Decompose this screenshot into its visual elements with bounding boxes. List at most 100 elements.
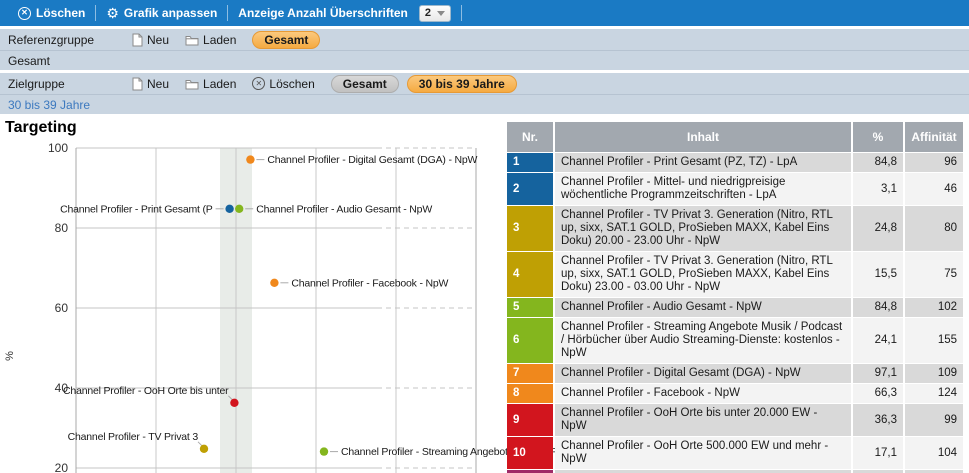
headings-count-group: Anzeige Anzahl Überschriften 2 xyxy=(228,0,461,26)
target-group-badge-gesamt[interactable]: Gesamt xyxy=(331,75,399,93)
chart-point-label: Channel Profiler - TV Privat 3 xyxy=(68,431,199,443)
table-row[interactable]: 8Channel Profiler - Facebook - NpW66,312… xyxy=(507,384,963,403)
row-inhalt: Channel Profiler - Facebook - NpW xyxy=(555,384,851,403)
chart-data-point[interactable] xyxy=(235,205,243,213)
adjust-chart-label: Grafik anpassen xyxy=(124,6,217,20)
table-row[interactable]: 1Channel Profiler - Print Gesamt (PZ, TZ… xyxy=(507,153,963,172)
row-percent: 66,3 xyxy=(853,384,903,403)
delete-chart-label: Löschen xyxy=(36,6,85,20)
chart-point-label: Channel Profiler - Audio Gesamt - NpW xyxy=(256,203,432,215)
load-label: Laden xyxy=(203,77,236,91)
column-header-affinitaet: Affinität xyxy=(905,122,963,152)
chart-point-label: Channel Profiler - Print Gesamt (P xyxy=(60,203,213,215)
gear-icon xyxy=(106,6,119,20)
delete-label: Löschen xyxy=(269,77,314,91)
row-inhalt: Channel Profiler - Audio Gesamt - NpW xyxy=(555,298,851,317)
row-affinity: 102 xyxy=(905,298,963,317)
table-row[interactable]: 5Channel Profiler - Audio Gesamt - NpW84… xyxy=(507,298,963,317)
table-row[interactable]: 3Channel Profiler - TV Privat 3. Generat… xyxy=(507,206,963,251)
row-percent: 17,1 xyxy=(853,437,903,469)
reference-group-new-button[interactable]: Neu xyxy=(132,33,169,47)
row-number-badge: 1 xyxy=(507,153,553,172)
y-axis-title: % xyxy=(4,351,16,361)
new-file-icon xyxy=(132,77,143,91)
chart-point-label: Channel Profiler - Facebook - NpW xyxy=(291,277,448,289)
table-row[interactable]: 10Channel Profiler - OoH Orte 500.000 EW… xyxy=(507,437,963,469)
reference-group-label: Referenzgruppe xyxy=(8,33,132,47)
row-percent: 84,8 xyxy=(853,153,903,172)
row-number-badge: 7 xyxy=(507,364,553,383)
reference-group-load-button[interactable]: Laden xyxy=(185,33,236,47)
row-inhalt: Channel Profiler - Digital Gesamt (DGA) … xyxy=(555,364,851,383)
row-affinity: 104 xyxy=(905,437,963,469)
column-header-inhalt: Inhalt xyxy=(555,122,851,152)
chart-toolbar: Löschen Grafik anpassen Anzeige Anzahl Ü… xyxy=(0,0,969,26)
row-percent: 24,8 xyxy=(853,206,903,251)
target-group-new-button[interactable]: Neu xyxy=(132,77,169,91)
circle-x-icon xyxy=(18,7,31,20)
delete-chart-button[interactable]: Löschen xyxy=(8,0,95,26)
headings-count-value: 2 xyxy=(425,7,431,19)
row-affinity: 109 xyxy=(905,364,963,383)
row-affinity: 96 xyxy=(905,153,963,172)
row-number-badge: 9 xyxy=(507,404,553,436)
target-group-panel: Zielgruppe Neu Laden Löschen Gesamt 30 b… xyxy=(0,73,969,114)
target-group-delete-button[interactable]: Löschen xyxy=(252,77,314,91)
result-table: Nr.Inhalt%Affinität 1Channel Profiler - … xyxy=(505,121,965,473)
row-affinity: 124 xyxy=(905,384,963,403)
row-number-badge: 4 xyxy=(507,252,553,297)
y-tick-label: 20 xyxy=(55,461,69,473)
circle-x-icon xyxy=(252,77,265,90)
row-affinity: 99 xyxy=(905,404,963,436)
new-file-icon xyxy=(132,33,143,47)
row-affinity: 80 xyxy=(905,206,963,251)
table-row[interactable]: 9Channel Profiler - OoH Orte bis unter 2… xyxy=(507,404,963,436)
row-number-badge: 10 xyxy=(507,437,553,469)
chart-data-point[interactable] xyxy=(270,279,278,287)
table-row[interactable]: 6Channel Profiler - Streaming Angebote M… xyxy=(507,318,963,363)
toolbar-separator xyxy=(461,5,462,21)
row-affinity: 46 xyxy=(905,173,963,205)
chart-data-point[interactable] xyxy=(200,445,208,453)
headings-count-dropdown[interactable]: 2 xyxy=(419,5,451,22)
chart-data-point[interactable] xyxy=(246,155,254,163)
row-percent: 97,1 xyxy=(853,364,903,383)
row-inhalt: Channel Profiler - Mittel- und niedrigpr… xyxy=(555,173,851,205)
row-percent: 84,8 xyxy=(853,298,903,317)
row-number-badge: 2 xyxy=(507,173,553,205)
row-percent: 3,1 xyxy=(853,173,903,205)
new-label: Neu xyxy=(147,77,169,91)
reference-group-current: Gesamt xyxy=(0,50,969,70)
row-inhalt: Channel Profiler - TV Privat 3. Generati… xyxy=(555,252,851,297)
reference-group-panel: Referenzgruppe Neu Laden Gesamt Gesamt xyxy=(0,29,969,70)
chart-point-label: Channel Profiler - OoH Orte bis unter xyxy=(63,385,229,397)
chart-data-point[interactable] xyxy=(230,399,238,407)
y-tick-label: 80 xyxy=(55,221,69,235)
load-label: Laden xyxy=(203,33,236,47)
target-group-badge-30-39[interactable]: 30 bis 39 Jahre xyxy=(407,75,517,93)
chart-data-point[interactable] xyxy=(225,205,233,213)
row-inhalt: Channel Profiler - Print Gesamt (PZ, TZ)… xyxy=(555,153,851,172)
y-tick-label: 60 xyxy=(55,301,69,315)
row-percent: 24,1 xyxy=(853,318,903,363)
row-affinity: 75 xyxy=(905,252,963,297)
y-tick-label: 100 xyxy=(48,141,68,155)
result-table-header: Nr.Inhalt%Affinität xyxy=(507,122,963,152)
reference-group-badge-gesamt[interactable]: Gesamt xyxy=(252,31,320,49)
row-number-badge: 6 xyxy=(507,318,553,363)
row-number-badge: 3 xyxy=(507,206,553,251)
headings-count-label: Anzeige Anzahl Überschriften xyxy=(238,6,408,20)
table-row[interactable]: 4Channel Profiler - TV Privat 3. Generat… xyxy=(507,252,963,297)
target-group-load-button[interactable]: Laden xyxy=(185,77,236,91)
row-number-badge: 5 xyxy=(507,298,553,317)
main-area: Targeting 10080604020%Channel Profiler -… xyxy=(0,114,969,473)
chart-data-point[interactable] xyxy=(320,447,328,455)
table-row[interactable]: 2Channel Profiler - Mittel- und niedrigp… xyxy=(507,173,963,205)
folder-icon xyxy=(185,78,199,90)
adjust-chart-button[interactable]: Grafik anpassen xyxy=(96,0,227,26)
row-inhalt: Channel Profiler - TV Privat 3. Generati… xyxy=(555,206,851,251)
target-group-label: Zielgruppe xyxy=(8,77,132,91)
folder-icon xyxy=(185,34,199,46)
table-row[interactable]: 7Channel Profiler - Digital Gesamt (DGA)… xyxy=(507,364,963,383)
row-number-badge: 8 xyxy=(507,384,553,403)
